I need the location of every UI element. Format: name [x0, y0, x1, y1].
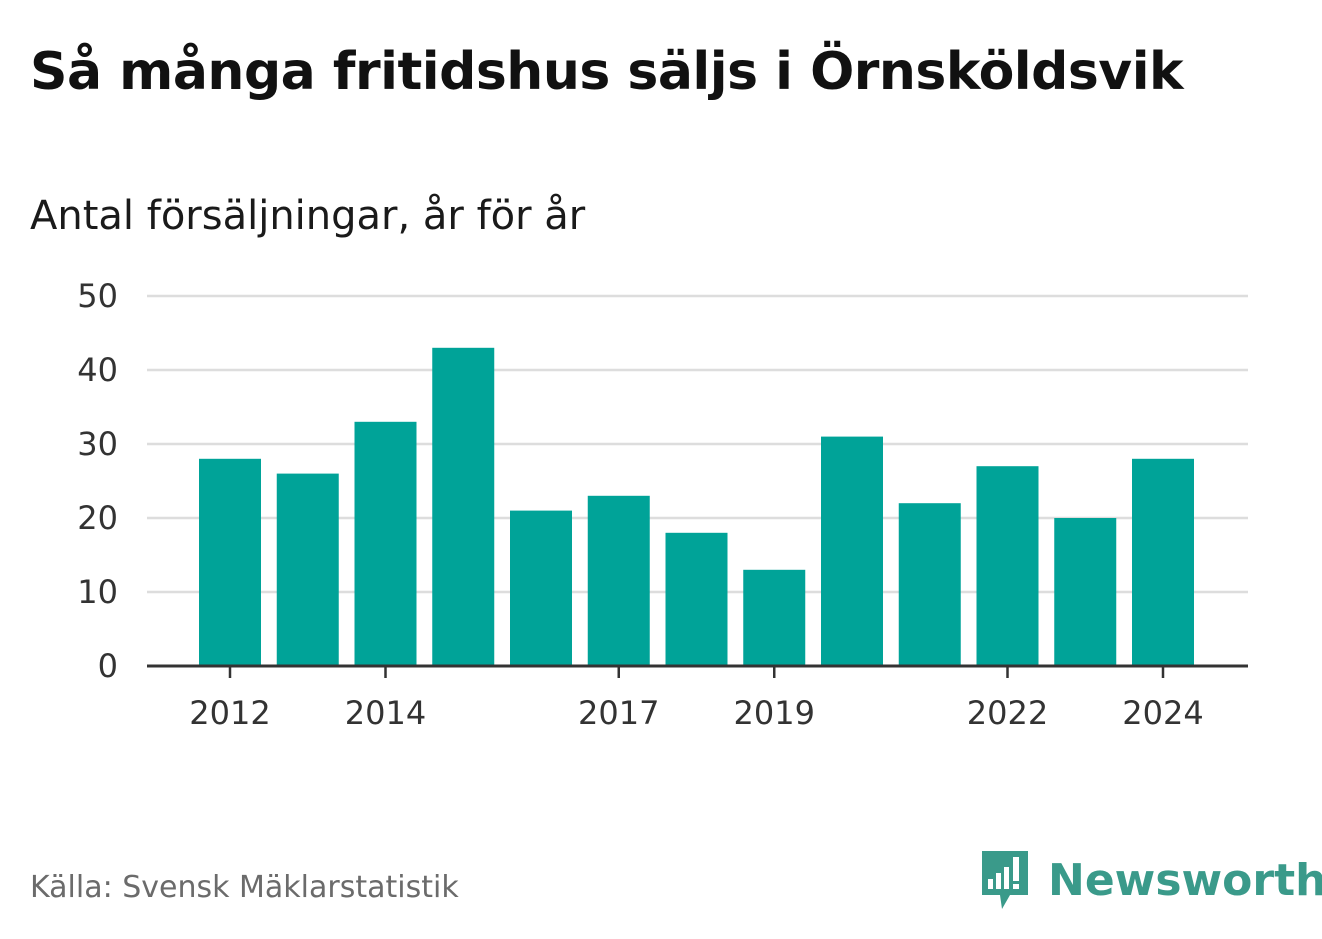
bar-2014 [354, 421, 417, 666]
bar-2020 [821, 436, 883, 666]
x-tick-label: 2022 [967, 694, 1048, 732]
x-tick-label: 2017 [578, 694, 659, 732]
chart-title: Så många fritidshus säljs i Örnsköldsvik [30, 42, 1184, 102]
brand-logo: Newsworthy [980, 848, 1322, 912]
bar-2012 [199, 458, 261, 666]
source-note: Källa: Svensk Mäklarstatistik [30, 870, 459, 905]
bar-2013 [276, 473, 339, 666]
bar-2024 [1132, 458, 1194, 666]
brand-name: Newsworthy [1048, 854, 1322, 906]
x-tick-label: 2014 [345, 694, 426, 732]
chart-subtitle: Antal försäljningar, år för år [30, 193, 586, 239]
y-tick-label: 50 [77, 277, 118, 315]
bar-2019 [743, 569, 806, 666]
x-tick-label: 2019 [734, 694, 815, 732]
y-tick-label: 20 [77, 499, 118, 537]
y-tick-label: 10 [77, 573, 118, 611]
y-tick-label: 30 [77, 425, 118, 463]
bar-2022 [976, 466, 1039, 666]
y-tick-label: 40 [77, 351, 118, 389]
newsworthy-logo-icon [982, 851, 1028, 909]
bar-2023 [1054, 518, 1117, 666]
x-tick-label: 2012 [189, 694, 270, 732]
bar-2016 [510, 510, 572, 666]
bar-2021 [898, 503, 961, 666]
bar-2017 [587, 495, 650, 666]
bar-chart: 0 10 20 30 40 50 2012 2014 2017 2019 2022 2024 [77, 277, 1248, 732]
y-tick-label: 0 [98, 647, 118, 685]
x-tick-label: 2024 [1122, 694, 1203, 732]
bar-2015 [432, 347, 495, 666]
bar-2018 [665, 532, 728, 666]
